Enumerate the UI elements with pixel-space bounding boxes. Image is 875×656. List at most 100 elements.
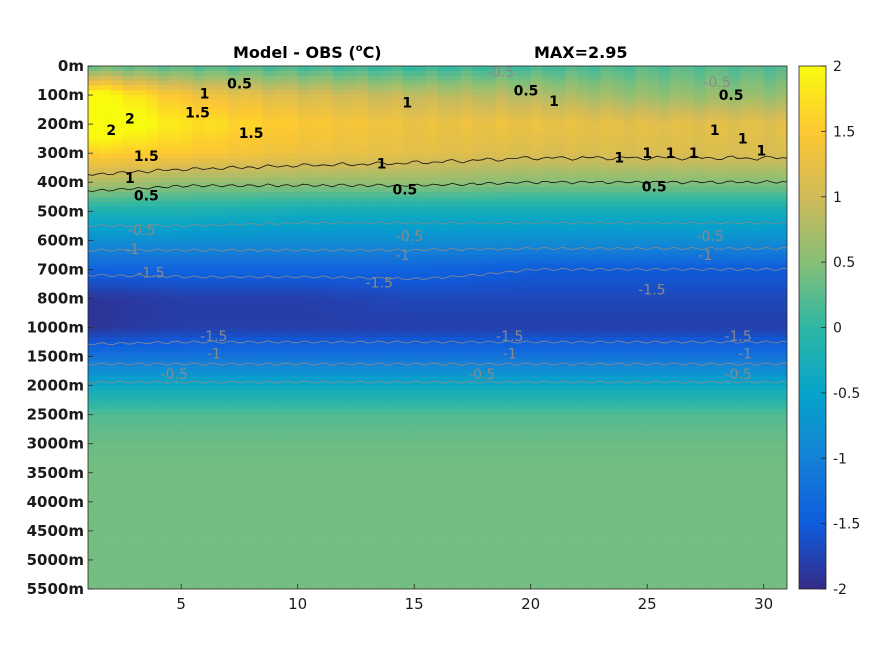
heatmap-cell <box>728 225 741 232</box>
heatmap-cell <box>717 361 730 367</box>
heatmap-cell <box>647 269 660 275</box>
heatmap-cell <box>390 177 404 183</box>
heatmap-cell <box>309 463 322 469</box>
heatmap-cell <box>682 395 695 401</box>
heatmap-cell <box>309 317 322 324</box>
heatmap-cell <box>146 80 159 86</box>
heatmap-cell <box>554 317 567 324</box>
heatmap-cell <box>99 414 112 421</box>
heatmap-cell <box>752 225 765 232</box>
heatmap-cell <box>134 109 147 116</box>
heatmap-cell <box>332 424 345 430</box>
heatmap-cell <box>122 303 136 309</box>
heatmap-cell <box>274 424 287 430</box>
heatmap-cell <box>262 114 275 120</box>
heatmap-cell <box>181 259 194 266</box>
heatmap-cell <box>216 366 229 372</box>
heatmap-cell <box>693 463 707 469</box>
heatmap-cell <box>460 298 474 304</box>
heatmap-cell <box>763 109 776 116</box>
heatmap-cell <box>216 443 229 450</box>
heatmap-cell <box>577 448 590 454</box>
heatmap-cell <box>507 351 520 358</box>
heatmap-cell <box>367 322 380 329</box>
heatmap-cell <box>321 419 334 425</box>
heatmap-cell <box>437 283 450 290</box>
heatmap-cell <box>99 172 112 178</box>
heatmap-cell <box>542 85 555 91</box>
heatmap-cell <box>146 312 159 319</box>
heatmap-cell <box>623 109 637 116</box>
heatmap-cell <box>321 342 334 348</box>
heatmap-cell <box>437 308 450 314</box>
heatmap-cell <box>542 167 555 174</box>
heatmap-cell <box>181 70 194 77</box>
heatmap-cell <box>344 322 357 329</box>
heatmap-cell <box>775 182 787 188</box>
heatmap-cell <box>274 177 287 183</box>
heatmap-cell <box>414 216 427 222</box>
heatmap-cell <box>192 254 206 261</box>
heatmap-cell <box>355 133 369 140</box>
heatmap-cell <box>297 220 310 227</box>
heatmap-cell <box>367 317 380 324</box>
heatmap-cell <box>332 235 345 241</box>
heatmap-cell <box>752 177 765 183</box>
heatmap-cell <box>763 308 776 314</box>
heatmap-cell <box>740 99 753 106</box>
heatmap-cell <box>763 148 776 154</box>
heatmap-cell <box>612 375 625 382</box>
heatmap-cell <box>588 109 602 116</box>
heatmap-cell <box>122 216 136 222</box>
heatmap-cell <box>251 264 264 270</box>
heatmap-cell <box>181 235 194 241</box>
heatmap-cell <box>577 390 590 396</box>
heatmap-cell <box>192 438 206 445</box>
heatmap-cell <box>635 303 648 309</box>
heatmap-cell <box>297 240 310 246</box>
heatmap-cell <box>577 312 590 319</box>
heatmap-cell <box>181 240 194 246</box>
heatmap-cell <box>530 259 543 266</box>
heatmap-cell <box>472 225 485 232</box>
heatmap-cell <box>262 429 275 435</box>
heatmap-cell <box>181 250 194 256</box>
heatmap-cell <box>239 463 252 469</box>
heatmap-cell <box>239 467 252 474</box>
heatmap-cell <box>717 138 730 145</box>
heatmap-cell <box>600 80 613 86</box>
heatmap-cell <box>763 201 776 208</box>
heatmap-cell <box>623 196 637 203</box>
heatmap-cell <box>379 114 392 120</box>
heatmap-cell <box>775 128 787 135</box>
heatmap-cell <box>425 448 439 454</box>
heatmap-cell <box>274 419 287 425</box>
heatmap-cell <box>717 366 730 372</box>
heatmap-cell <box>752 264 765 270</box>
heatmap-cell <box>717 404 730 411</box>
heatmap-cell <box>472 312 485 319</box>
heatmap-cell <box>647 448 660 454</box>
heatmap-cell <box>286 143 299 149</box>
heatmap-cell <box>309 361 322 367</box>
heatmap-cell <box>251 351 264 358</box>
heatmap-cell <box>402 337 415 343</box>
heatmap-cell <box>495 429 508 435</box>
heatmap-cell <box>309 404 322 411</box>
heatmap-cell <box>775 75 787 82</box>
heatmap-cell <box>623 80 637 86</box>
heatmap-cell <box>239 128 252 135</box>
heatmap-cell <box>251 124 264 130</box>
heatmap-cell <box>367 424 380 430</box>
heatmap-cell <box>728 404 741 411</box>
heatmap-cell <box>134 133 147 140</box>
heatmap-cell <box>309 109 322 116</box>
heatmap-cell <box>658 419 672 425</box>
heatmap-cell <box>600 463 613 469</box>
heatmap-cell <box>647 153 660 159</box>
heatmap-cell <box>717 351 730 358</box>
heatmap-cell <box>169 119 182 125</box>
heatmap-cell <box>134 187 147 193</box>
heatmap-cell <box>484 434 497 440</box>
heatmap-cell <box>693 458 707 464</box>
